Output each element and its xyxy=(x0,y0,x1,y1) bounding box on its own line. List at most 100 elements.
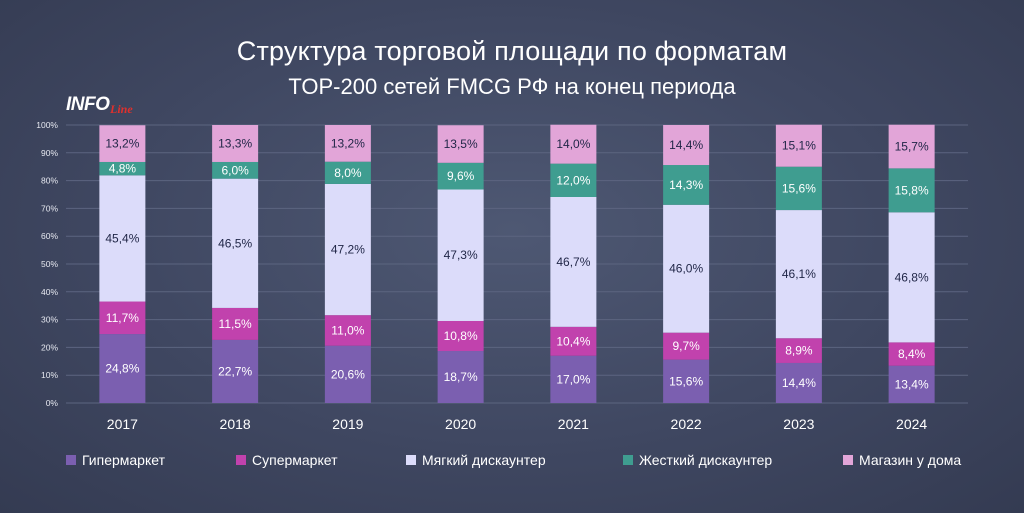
bar-segment-supermarket xyxy=(888,342,935,366)
x-tick-label: 2018 xyxy=(220,416,251,432)
legend-item-hard_discounter: Жесткий дискаунтер xyxy=(623,450,772,470)
bar-segment-hypermarket xyxy=(324,345,371,403)
data-label: 13,2% xyxy=(105,137,139,151)
data-label: 46,5% xyxy=(218,236,252,250)
bar-segment-hypermarket xyxy=(437,351,484,403)
x-tick-label: 2022 xyxy=(671,416,702,432)
data-label: 13,2% xyxy=(331,136,365,150)
bar-segment-hypermarket xyxy=(99,334,146,403)
brand-logo: INFO Line xyxy=(66,94,148,120)
x-tick-label: 2017 xyxy=(107,416,138,432)
data-label: 11,0% xyxy=(331,323,364,337)
bar-segment-supermarket xyxy=(99,301,146,335)
bar-segment-supermarket xyxy=(212,307,259,340)
bar-segment-convenience xyxy=(99,125,146,162)
legend-item-convenience: Магазин у дома xyxy=(843,450,961,470)
y-tick-label: 50% xyxy=(41,259,58,269)
data-label: 8,4% xyxy=(898,347,926,361)
y-tick-label: 80% xyxy=(41,176,58,186)
data-label: 11,7% xyxy=(106,311,139,325)
data-label: 15,8% xyxy=(895,183,929,197)
bar-segment-hard_discounter xyxy=(212,161,259,179)
data-label: 12,0% xyxy=(556,173,590,187)
bar-segment-supermarket xyxy=(324,315,371,346)
x-tick-label: 2023 xyxy=(783,416,814,432)
bar-segment-hypermarket xyxy=(550,355,597,403)
legend-label: Магазин у дома xyxy=(859,452,962,468)
data-label: 15,6% xyxy=(782,181,816,195)
data-label: 13,5% xyxy=(444,137,478,151)
y-tick-label: 0% xyxy=(46,398,59,408)
y-tick-label: 70% xyxy=(41,203,58,213)
y-tick-label: 100% xyxy=(36,120,58,130)
y-tick-label: 60% xyxy=(41,231,58,241)
data-label: 15,6% xyxy=(669,374,703,388)
legend-label: Супермаркет xyxy=(252,452,338,468)
bar-segment-hard_discounter xyxy=(775,166,822,211)
legend-label: Мягкий дискаунтер xyxy=(422,452,546,468)
data-label: 46,8% xyxy=(895,270,929,284)
x-tick-label: 2021 xyxy=(558,416,589,432)
bar-segment-soft_discounter xyxy=(888,212,935,343)
data-label: 47,3% xyxy=(444,248,478,262)
y-tick-label: 90% xyxy=(41,148,58,158)
chart-title: Структура торговой площади по форматам xyxy=(236,36,788,66)
data-label: 14,3% xyxy=(669,178,703,192)
data-label: 10,8% xyxy=(444,329,478,343)
data-label: 20,6% xyxy=(331,367,365,381)
bar-segment-convenience xyxy=(437,125,484,163)
data-label: 47,2% xyxy=(331,243,365,257)
bar-segment-hypermarket xyxy=(775,362,822,403)
data-label: 8,9% xyxy=(785,344,813,358)
stacked-bar-chart: 0% 10% 20% 30% 40% 50% 60% 70% 80% 90% 100% 24,8% 11… xyxy=(36,120,968,432)
data-label: 14,4% xyxy=(782,376,816,390)
bar-segment-convenience xyxy=(550,124,597,164)
bar-segment-soft_discounter xyxy=(663,204,710,333)
data-label: 24,8% xyxy=(105,362,139,376)
x-tick-label: 2019 xyxy=(332,416,363,432)
bar-segment-supermarket xyxy=(775,338,822,363)
data-label: 11,5% xyxy=(219,317,252,331)
legend-label: Гипермаркет xyxy=(82,452,165,468)
y-tick-label: 40% xyxy=(41,287,58,297)
bar-segment-hard_discounter xyxy=(663,165,710,205)
data-label: 13,3% xyxy=(218,136,252,150)
data-label: 17,0% xyxy=(556,372,590,386)
data-label: 8,0% xyxy=(334,166,362,180)
data-label: 45,4% xyxy=(105,231,139,245)
chart-legend: Гипермаркет Супермаркет Мягкий дискаунтер Ж… xyxy=(0,450,1024,472)
x-tick-label: 2020 xyxy=(445,416,476,432)
data-label: 22,7% xyxy=(218,364,252,378)
legend-label: Жесткий дискаунтер xyxy=(639,452,773,468)
y-tick-label: 30% xyxy=(41,315,58,325)
data-label: 15,7% xyxy=(895,140,929,154)
bar-segment-supermarket xyxy=(663,332,710,360)
bar-segment-convenience xyxy=(663,125,710,166)
bar-segment-hypermarket xyxy=(663,359,710,403)
bar-segment-hypermarket xyxy=(212,339,259,403)
legend-item-hypermarket: Гипермаркет xyxy=(66,450,165,470)
y-tick-label: 20% xyxy=(41,342,58,352)
data-label: 4,8% xyxy=(109,162,137,176)
bar-segment-convenience xyxy=(212,125,259,162)
data-label: 14,4% xyxy=(669,138,703,152)
bar-segment-soft_discounter xyxy=(324,183,371,316)
bar-segment-convenience xyxy=(888,124,935,169)
data-label: 46,0% xyxy=(669,262,703,276)
bar-segment-supermarket xyxy=(437,320,484,352)
logo-script-text: Line xyxy=(110,102,133,116)
bar-segment-hard_discounter xyxy=(324,161,371,184)
bar-segment-soft_discounter xyxy=(550,197,597,327)
legend-swatch xyxy=(843,455,853,465)
legend-item-supermarket: Супермаркет xyxy=(236,450,337,470)
chart-subtitle: TOP-200 сетей FMCG РФ на конец периода xyxy=(288,74,736,99)
data-label: 9,6% xyxy=(447,169,475,183)
bar-segment-hard_discounter xyxy=(888,168,935,213)
data-label: 13,4% xyxy=(895,377,929,391)
bar-segment-hard_discounter xyxy=(550,163,597,198)
data-label: 46,1% xyxy=(782,267,816,281)
data-label: 14,0% xyxy=(556,137,590,151)
bar-segment-soft_discounter xyxy=(775,210,822,339)
data-label: 46,7% xyxy=(556,255,590,269)
bar-segment-hard_discounter xyxy=(437,162,484,190)
